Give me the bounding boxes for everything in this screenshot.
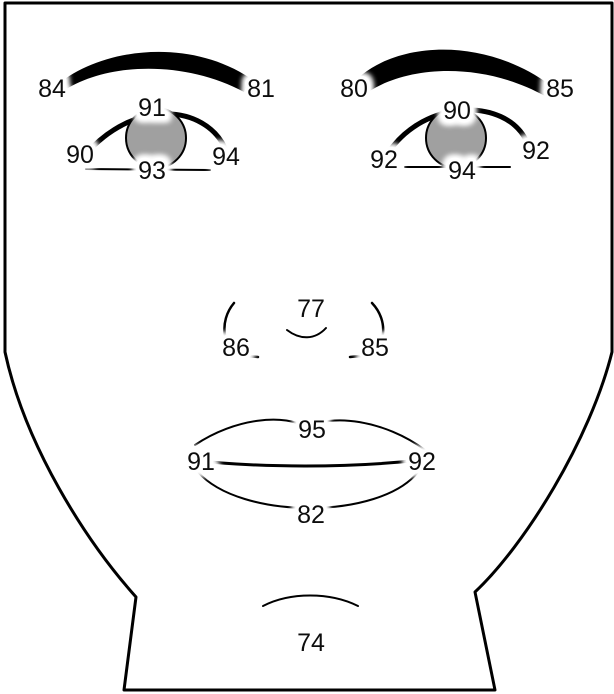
nose-right-label: 85: [361, 334, 389, 362]
left-iris: [125, 107, 187, 169]
right-brow-outer-label: 85: [546, 75, 574, 103]
lower-lip: [197, 471, 419, 509]
mouth-left-label: 91: [187, 448, 215, 476]
left-eye-lower-lid: [85, 168, 211, 171]
left-eye-top-label: 91: [138, 94, 166, 122]
nose-tip-label: 77: [297, 295, 325, 323]
left-eye-inner-label: 94: [212, 143, 240, 171]
chin-curve: [262, 594, 359, 607]
right-iris: [425, 107, 487, 169]
mouth-right-label: 92: [408, 448, 436, 476]
chin-label: 74: [297, 629, 325, 657]
upper-lip: [194, 418, 426, 451]
right-eyebrow: [348, 49, 550, 98]
nose-left-ala: [223, 301, 260, 359]
nose-tip-curve: [286, 327, 327, 339]
left-eye-outer-label: 90: [66, 141, 94, 169]
left-brow-outer-label: 84: [38, 75, 66, 103]
left-brow-inner-label: 81: [247, 75, 275, 103]
left-eyebrow: [55, 51, 250, 92]
right-eye-bottom-label: 94: [448, 157, 476, 185]
lower-lip-label: 82: [297, 501, 325, 529]
face-outline: [3, 1, 614, 692]
right-eye-outer-label: 92: [522, 137, 550, 165]
right-eye-top-label: 90: [443, 97, 471, 125]
right-brow-inner-label: 80: [340, 75, 368, 103]
nose-right-ala: [348, 301, 385, 359]
nose-left-label: 86: [222, 334, 250, 362]
upper-lip-label: 95: [298, 416, 326, 444]
left-eye-bottom-label: 93: [138, 157, 166, 185]
mouth-line: [188, 458, 422, 468]
right-eye-inner-label: 92: [370, 146, 398, 174]
